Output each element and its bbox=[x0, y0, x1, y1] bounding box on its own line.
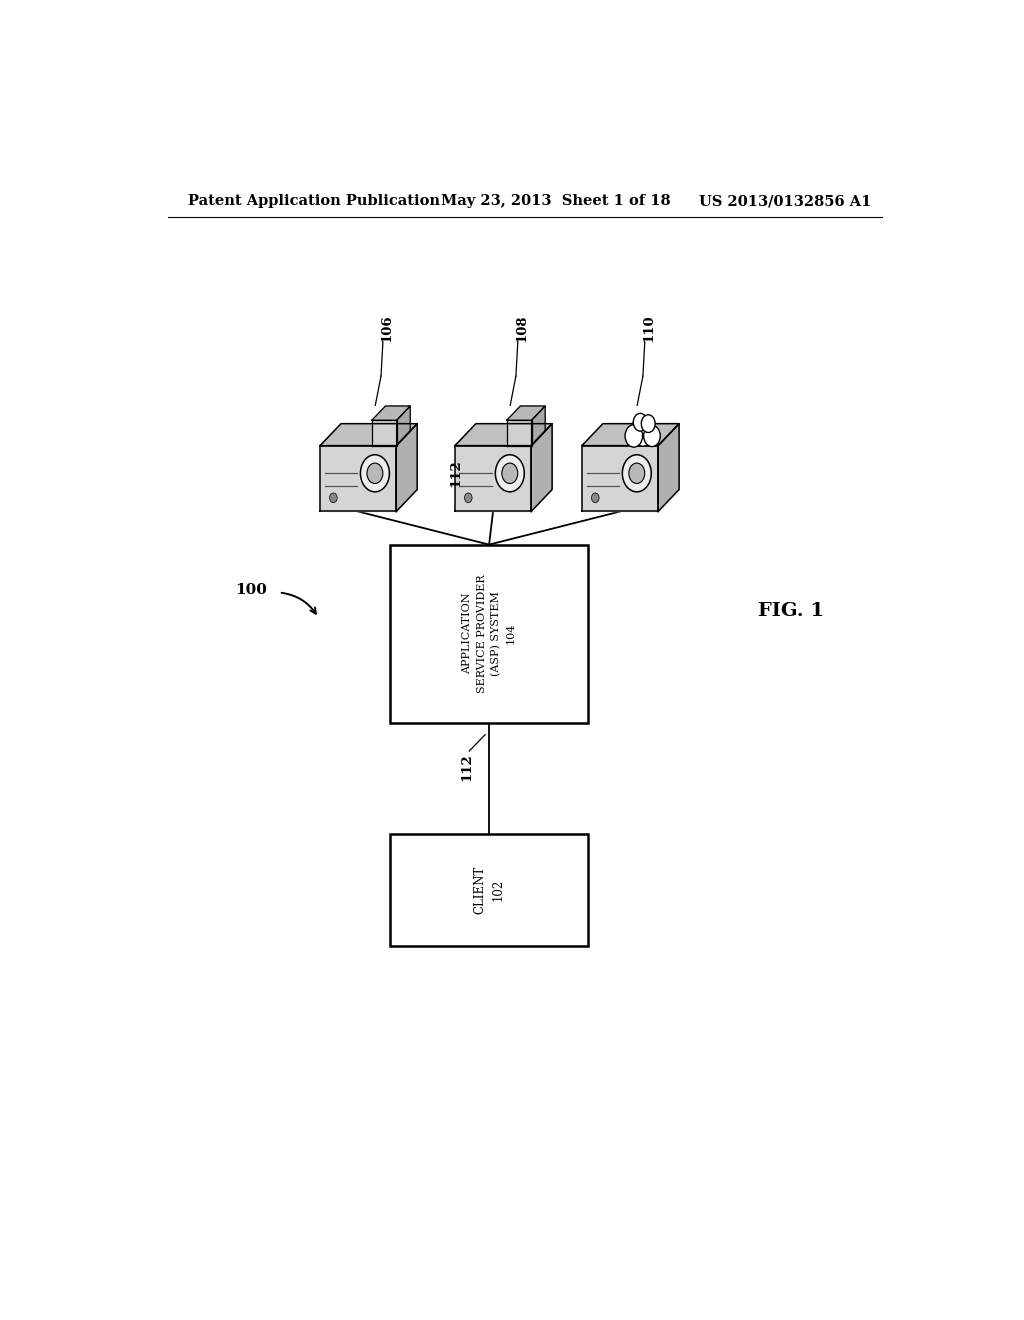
Text: FIG. 1: FIG. 1 bbox=[758, 602, 823, 619]
Polygon shape bbox=[455, 424, 552, 446]
Text: US 2013/0132856 A1: US 2013/0132856 A1 bbox=[699, 194, 871, 209]
Circle shape bbox=[631, 416, 654, 446]
Circle shape bbox=[367, 463, 383, 483]
Polygon shape bbox=[531, 407, 545, 446]
Polygon shape bbox=[658, 424, 679, 511]
Circle shape bbox=[629, 463, 645, 483]
Polygon shape bbox=[372, 407, 411, 420]
Text: 100: 100 bbox=[234, 583, 267, 598]
Polygon shape bbox=[396, 424, 417, 511]
Polygon shape bbox=[531, 424, 552, 511]
Text: 106: 106 bbox=[380, 314, 393, 342]
Polygon shape bbox=[321, 446, 396, 511]
Circle shape bbox=[641, 414, 655, 433]
Polygon shape bbox=[582, 446, 658, 511]
Polygon shape bbox=[507, 420, 531, 446]
Bar bbox=[390, 545, 589, 722]
Circle shape bbox=[625, 425, 643, 447]
Polygon shape bbox=[455, 446, 531, 511]
Circle shape bbox=[496, 455, 524, 492]
Text: May 23, 2013  Sheet 1 of 18: May 23, 2013 Sheet 1 of 18 bbox=[441, 194, 671, 209]
Bar bbox=[390, 834, 589, 946]
Text: 112: 112 bbox=[461, 752, 473, 780]
Text: Patent Application Publication: Patent Application Publication bbox=[187, 194, 439, 209]
Polygon shape bbox=[507, 407, 545, 420]
Circle shape bbox=[330, 492, 337, 503]
Text: APPLICATION
SERVICE PROVIDER
(ASP) SYSTEM
104: APPLICATION SERVICE PROVIDER (ASP) SYSTE… bbox=[462, 574, 516, 693]
Text: CLIENT
102: CLIENT 102 bbox=[473, 866, 505, 915]
Text: 108: 108 bbox=[515, 314, 528, 342]
Text: 112: 112 bbox=[450, 459, 462, 487]
Circle shape bbox=[465, 492, 472, 503]
Circle shape bbox=[592, 492, 599, 503]
Circle shape bbox=[644, 425, 660, 446]
Circle shape bbox=[623, 455, 651, 492]
Circle shape bbox=[633, 413, 647, 432]
Circle shape bbox=[502, 463, 518, 483]
Polygon shape bbox=[372, 420, 396, 446]
Polygon shape bbox=[396, 407, 411, 446]
Polygon shape bbox=[582, 424, 679, 446]
Circle shape bbox=[360, 455, 389, 492]
Polygon shape bbox=[321, 424, 417, 446]
Text: 110: 110 bbox=[642, 314, 655, 342]
